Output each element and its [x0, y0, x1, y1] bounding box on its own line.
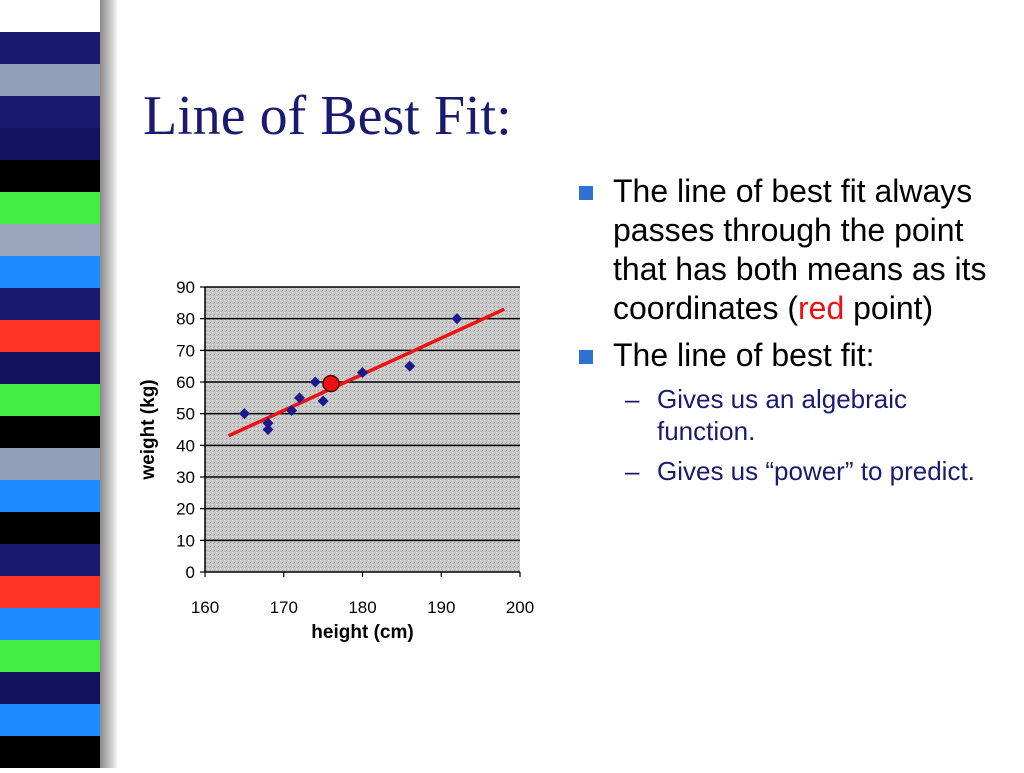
data-point — [294, 392, 305, 404]
y-tick-label: 10 — [176, 531, 195, 550]
stripe-block — [0, 736, 100, 769]
bullet-text-pre: The line of best fit always passes throu… — [613, 173, 987, 326]
data-point — [262, 417, 274, 429]
stripe-block — [0, 576, 100, 609]
bullet-text: The line of best fit: — [613, 337, 875, 373]
y-tick-label: 20 — [176, 500, 195, 519]
stripe-shadow — [100, 0, 118, 768]
stripe-block — [0, 544, 100, 577]
stripe-block — [0, 640, 100, 673]
stripe-block — [0, 416, 100, 449]
stripe-block — [0, 64, 100, 97]
data-point — [404, 360, 416, 372]
stripe-block — [0, 704, 100, 737]
bullet-list: The line of best fit always passes throu… — [575, 172, 1005, 487]
y-tick-label: 50 — [176, 405, 195, 424]
x-tick-label: 180 — [348, 598, 376, 617]
slide-title: Line of Best Fit: — [143, 85, 512, 147]
stripe-block — [0, 672, 100, 705]
data-point — [238, 408, 250, 420]
stripe-block — [0, 608, 100, 641]
data-point — [451, 313, 463, 325]
stripe-block — [0, 384, 100, 417]
y-tick-label: 40 — [176, 436, 195, 455]
stripe-block — [0, 96, 100, 129]
stripe-block — [0, 320, 100, 353]
plot-area — [205, 287, 520, 572]
bullet-text-post: point) — [844, 290, 934, 326]
scatter-chart: 0 10 20 30 40 50 60 70 80 90 160 170 180 190 200 heigh… — [138, 278, 534, 643]
data-point — [317, 395, 329, 407]
y-tick-label: 60 — [176, 373, 195, 392]
x-tick-label: 200 — [506, 598, 534, 617]
stripe-block — [0, 352, 100, 385]
bullet-square-icon — [579, 186, 593, 200]
mean-point — [322, 374, 340, 393]
stripe-block — [0, 160, 100, 193]
stripe-block — [0, 224, 100, 257]
bullet-square-icon — [579, 350, 593, 364]
stripe-block — [0, 512, 100, 545]
subbullet-predict: – Gives us “power” to predict. — [575, 455, 1005, 487]
y-axis-label: weight (kg) — [138, 379, 159, 480]
x-tick-label: 160 — [191, 598, 219, 617]
bullet-item-mean-point: The line of best fit always passes throu… — [575, 172, 1005, 328]
stripe-block — [0, 288, 100, 321]
tick-labels: 0 10 20 30 40 50 60 70 80 90 160 170 180 190 200 — [176, 278, 534, 617]
x-tick-label: 170 — [270, 598, 298, 617]
stripe-block — [0, 448, 100, 481]
y-tick-label: 70 — [176, 341, 195, 360]
subbullet-algebraic-function: – Gives us an algebraic function. — [575, 383, 1005, 447]
stripe-block — [0, 128, 100, 161]
bullet-item-line-of-best-fit: The line of best fit: — [575, 336, 1005, 375]
y-tick-label: 0 — [186, 563, 195, 582]
stripe-block — [0, 192, 100, 225]
data-point — [357, 367, 368, 378]
dash-icon: – — [625, 384, 640, 414]
data-point — [262, 424, 274, 435]
decorative-stripe — [0, 0, 118, 769]
stripe-blocks — [0, 0, 100, 769]
red-word: red — [797, 290, 845, 326]
stripe-block — [0, 480, 100, 513]
stripe-block — [0, 32, 100, 65]
data-point — [309, 376, 321, 388]
mean-point-group — [322, 374, 340, 393]
y-tick-label: 90 — [176, 278, 195, 297]
x-tick-label: 190 — [427, 598, 455, 617]
y-tick-label: 30 — [176, 468, 195, 487]
subbullet-text: Gives us an algebraic function. — [657, 384, 908, 446]
gridlines — [205, 286, 520, 542]
data-points — [238, 313, 463, 435]
data-point — [286, 405, 298, 416]
x-axis-label: height (cm) — [311, 622, 413, 643]
y-tick-label: 80 — [176, 310, 195, 329]
stripe-block — [0, 0, 100, 33]
dash-icon: – — [625, 456, 640, 486]
stripe-block — [0, 256, 100, 289]
subbullet-text: Gives us “power” to predict. — [657, 456, 975, 486]
